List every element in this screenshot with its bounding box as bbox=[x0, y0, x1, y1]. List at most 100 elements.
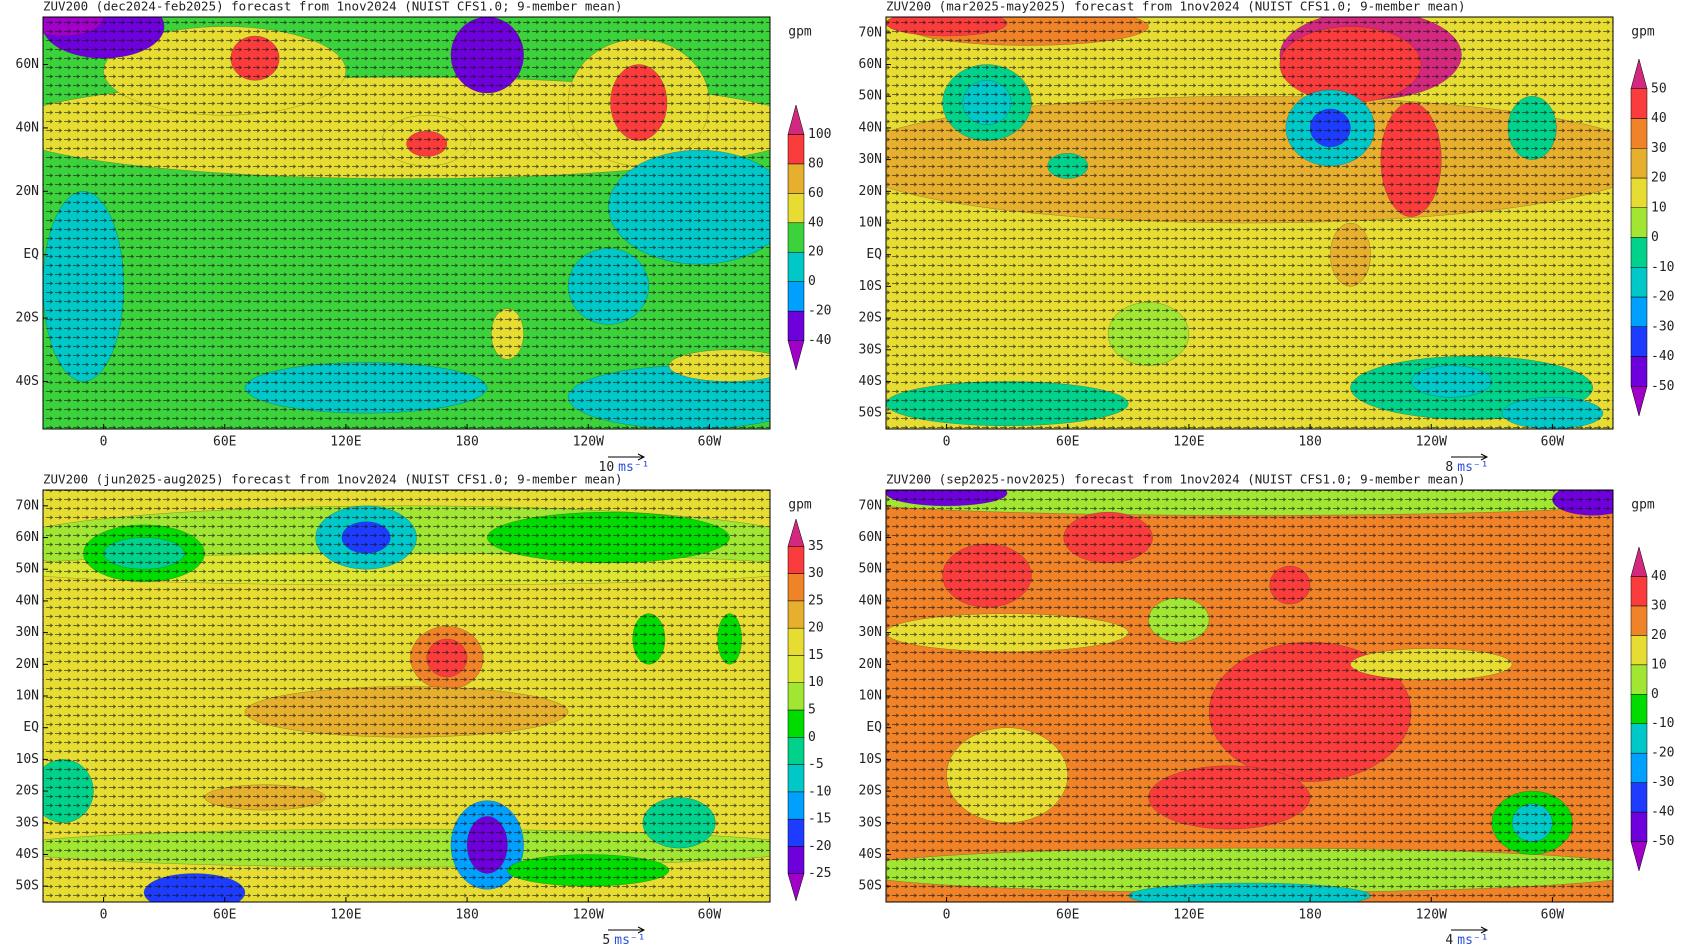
colorbar-segment bbox=[787, 818, 805, 847]
colorbar-label: 10 bbox=[1651, 657, 1667, 672]
lat-label: 40S bbox=[859, 847, 882, 862]
lat-label: 40N bbox=[859, 120, 882, 135]
field bbox=[43, 490, 770, 902]
colorbar-label: -10 bbox=[808, 784, 831, 799]
colorbar-segment bbox=[1630, 207, 1648, 238]
colorbar-segment bbox=[787, 281, 805, 312]
colorbar-label: 20 bbox=[1651, 628, 1667, 643]
colorbar-label: -20 bbox=[1651, 290, 1674, 305]
lat-label: 40N bbox=[16, 593, 39, 608]
lat-label: 50S bbox=[859, 879, 882, 894]
map-panel: ZUV200 (dec2024-feb2025) forecast from 1… bbox=[16, 0, 832, 475]
lat-label: 70N bbox=[859, 498, 882, 513]
colorbar-segment bbox=[787, 627, 805, 656]
lon-label: 120E bbox=[1173, 435, 1204, 450]
colorbar-label: 30 bbox=[1651, 141, 1667, 156]
vector-value: 8 bbox=[1445, 460, 1453, 475]
lat-label: 10S bbox=[859, 752, 882, 767]
colorbar-label: -25 bbox=[808, 866, 831, 881]
lat-label: EQ bbox=[866, 720, 882, 735]
panel-title: ZUV200 (mar2025-may2025) forecast from 1… bbox=[886, 0, 1465, 14]
lat-label: 30N bbox=[859, 625, 882, 640]
colorbar-label: 80 bbox=[808, 156, 824, 171]
lat-label: 40N bbox=[859, 593, 882, 608]
colorbar-label: 10 bbox=[808, 675, 824, 690]
colorbar-segment bbox=[1630, 723, 1648, 754]
colorbar-label: 0 bbox=[808, 730, 816, 745]
lon-label: 120W bbox=[1416, 435, 1447, 450]
lat-label: 30N bbox=[16, 625, 39, 640]
colorbar-segment bbox=[1630, 605, 1648, 636]
unit-label: gpm bbox=[1631, 498, 1655, 513]
lat-label: 20N bbox=[859, 657, 882, 672]
colorbar-segment bbox=[1630, 177, 1648, 208]
lat-label: 70N bbox=[16, 498, 39, 513]
field bbox=[886, 17, 1613, 429]
lon-label: 180 bbox=[455, 435, 478, 450]
lat-label: EQ bbox=[866, 247, 882, 262]
colorbar-label: 20 bbox=[1651, 171, 1667, 186]
colorbar-label: -50 bbox=[1651, 834, 1674, 849]
lon-label: 180 bbox=[1298, 435, 1321, 450]
colorbar-segment bbox=[787, 222, 805, 253]
lon-label: 60E bbox=[1056, 435, 1079, 450]
lat-label: 40S bbox=[16, 374, 39, 389]
lat-label: 50S bbox=[16, 879, 39, 894]
vector-reference-label: 5 ms⁻¹ bbox=[602, 933, 645, 945]
vector-reference-arrow bbox=[1451, 926, 1489, 934]
lon-label: 60E bbox=[213, 908, 236, 923]
lon-label: 0 bbox=[100, 908, 108, 923]
colorbar-segment bbox=[1630, 576, 1648, 607]
colorbar-label: -10 bbox=[1651, 260, 1674, 275]
colorbar-label: 35 bbox=[808, 539, 824, 554]
colorbar-segment bbox=[1630, 326, 1648, 357]
colorbar-label: -5 bbox=[808, 757, 824, 772]
colorbar-triangle bbox=[1630, 546, 1648, 577]
lon-label: 60W bbox=[1541, 908, 1565, 923]
colorbar-segment bbox=[1630, 356, 1648, 387]
lon-label: 120W bbox=[573, 435, 604, 450]
lat-label: 50N bbox=[16, 562, 39, 577]
lon-label: 120E bbox=[330, 908, 361, 923]
colorbar-label: 30 bbox=[808, 566, 824, 581]
colorbar-segment bbox=[787, 600, 805, 629]
colorbar-segment bbox=[787, 709, 805, 738]
colorbar-label: 0 bbox=[1651, 230, 1659, 245]
lon-label: 60W bbox=[1541, 435, 1565, 450]
lat-label: EQ bbox=[23, 247, 39, 262]
lon-label: 0 bbox=[100, 435, 108, 450]
colorbar-label: -50 bbox=[1651, 379, 1674, 394]
lat-label: 30S bbox=[16, 815, 39, 830]
colorbar-label: 5 bbox=[808, 703, 816, 718]
vector-reference-arrow bbox=[1451, 453, 1489, 461]
lat-label: 30S bbox=[859, 815, 882, 830]
colorbar-segment bbox=[1630, 267, 1648, 298]
lat-label: 20N bbox=[859, 184, 882, 199]
colorbar-segment bbox=[787, 251, 805, 282]
lat-label: 50S bbox=[859, 406, 882, 421]
lat-label: 60N bbox=[859, 530, 882, 545]
lon-label: 120W bbox=[573, 908, 604, 923]
lon-label: 120W bbox=[1416, 908, 1447, 923]
colorbar-label: 100 bbox=[808, 127, 831, 142]
wind-vectors bbox=[886, 17, 1613, 429]
colorbar-segment bbox=[1630, 694, 1648, 724]
lat-label: 50N bbox=[859, 89, 882, 104]
colorbar-segment bbox=[787, 546, 805, 574]
colorbar-label: 40 bbox=[1651, 111, 1667, 126]
vector-reference-label: 4 ms⁻¹ bbox=[1445, 933, 1488, 945]
unit-label: gpm bbox=[788, 498, 812, 513]
lat-label: 60N bbox=[16, 530, 39, 545]
colorbar-segment bbox=[1630, 752, 1648, 783]
colorbar-segment bbox=[787, 134, 805, 165]
vector-unit: ms⁻¹ bbox=[1457, 460, 1488, 475]
lat-label: 30N bbox=[859, 152, 882, 167]
colorbar-segment bbox=[787, 682, 805, 711]
colorbar-segment bbox=[787, 737, 805, 765]
colorbar-label: 15 bbox=[808, 648, 824, 663]
colorbar-segment bbox=[1630, 782, 1648, 813]
lat-label: EQ bbox=[23, 720, 39, 735]
lat-label: 10N bbox=[859, 216, 882, 231]
lon-label: 180 bbox=[455, 908, 478, 923]
